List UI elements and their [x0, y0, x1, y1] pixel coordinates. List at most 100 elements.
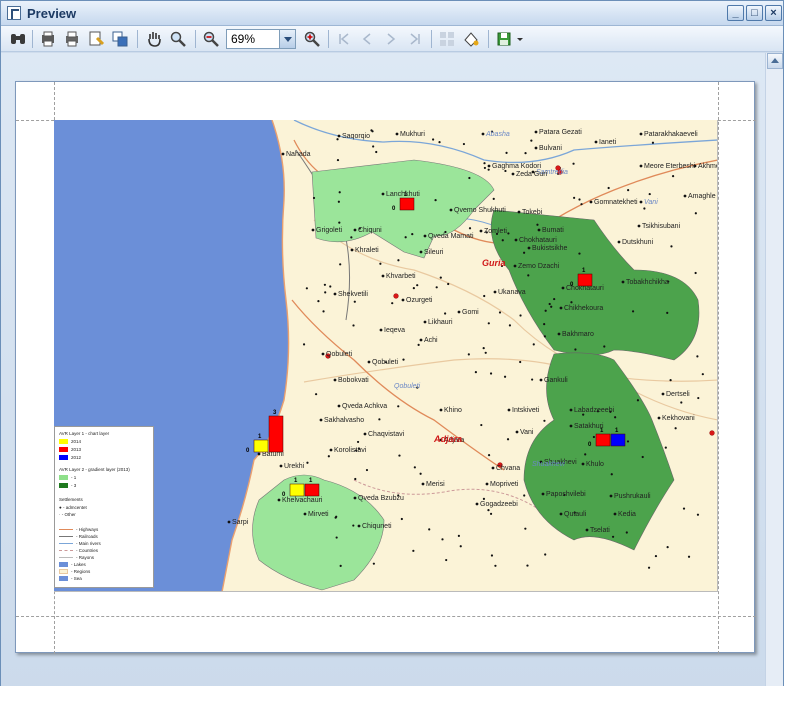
- settlement-dot: [419, 338, 423, 342]
- settlement-label: Gomnatekheti: [594, 199, 638, 206]
- export-icon[interactable]: [494, 29, 514, 49]
- settlement-dot: [468, 176, 471, 180]
- chart-zero-label: 0: [282, 492, 286, 498]
- settlement-dot: [578, 252, 581, 255]
- color-fill-icon[interactable]: [461, 29, 481, 49]
- settlement-dot: [447, 282, 450, 286]
- settlement-dot: [680, 401, 683, 404]
- settlement-dot: [475, 502, 479, 506]
- settlement-label: Sakhalvasho: [324, 417, 364, 424]
- settlement-dot: [631, 310, 635, 313]
- page-layout-icon[interactable]: [110, 29, 130, 49]
- settlement-dot: [503, 375, 507, 378]
- settlement-label: Tobakhchikha: [626, 279, 669, 286]
- settlement-dot: [413, 466, 416, 469]
- magnifier-icon[interactable]: [168, 29, 188, 49]
- settlement-label: Mukhuri: [400, 131, 425, 138]
- settlement-dot: [651, 141, 655, 144]
- hand-pan-icon[interactable]: [144, 29, 164, 49]
- settlement-dot: [480, 423, 483, 427]
- settlement-dot: [434, 198, 437, 202]
- print-icon[interactable]: [62, 29, 82, 49]
- settlement-dot: [338, 221, 341, 224]
- settlement-label: Khvarbeti: [386, 273, 416, 280]
- settlement-dot: [352, 324, 355, 327]
- chevron-down-icon[interactable]: [279, 30, 295, 48]
- settlement-label: Zomleti: [484, 228, 507, 235]
- settlement-dot: [354, 477, 357, 481]
- chart-value-label: 1: [615, 428, 619, 434]
- margin-guide-right: [718, 82, 719, 654]
- settlement-label: Korolistavi: [334, 447, 367, 454]
- chart-bar: [399, 197, 415, 211]
- settlement-dot: [625, 531, 628, 534]
- legend-gradient-title: AVR Layer 2 - gradient layer (2013): [59, 467, 130, 472]
- minimize-button[interactable]: _: [727, 5, 744, 21]
- settlement-label: Vani: [520, 429, 534, 436]
- scroll-up-button[interactable]: [767, 53, 783, 69]
- settlement-dot: [570, 301, 573, 304]
- settlement-dot: [337, 404, 341, 408]
- zoom-in-icon[interactable]: [302, 29, 322, 49]
- settlement-dot: [404, 236, 407, 239]
- close-button[interactable]: ×: [765, 5, 782, 21]
- settlement-label: Bukistsikhe: [532, 245, 568, 252]
- chart-bar: [577, 273, 593, 287]
- settlement-dot: [416, 386, 419, 389]
- chart-value-label: 1: [294, 478, 298, 484]
- settlement-dot: [324, 291, 327, 294]
- settlement-dot: [281, 152, 285, 156]
- settlement-dot: [636, 399, 640, 402]
- legend-line-countries: - Countries: [59, 548, 98, 555]
- settlement-dot: [411, 233, 414, 236]
- settlement-dot: [614, 416, 617, 419]
- zoom-out-icon[interactable]: [201, 29, 221, 49]
- settlement-dot: [336, 158, 340, 162]
- settlement-dot: [336, 138, 339, 141]
- zoom-combobox[interactable]: 69%: [226, 29, 296, 49]
- settlement-dot: [507, 232, 510, 235]
- export-dropdown-icon[interactable]: [514, 29, 524, 49]
- settlement-dot: [572, 162, 575, 165]
- settlement-dot: [493, 290, 497, 294]
- settlement-dot: [544, 309, 547, 312]
- chart-value-label: 3: [273, 410, 277, 416]
- legend-gradient-3: - 3: [59, 483, 76, 490]
- settlement-dot: [327, 455, 330, 458]
- settlement-dot: [563, 493, 566, 497]
- vertical-scrollbar[interactable]: [765, 53, 783, 701]
- settlement-dot: [402, 358, 405, 361]
- multipage-icon[interactable]: [437, 29, 457, 49]
- region-label: Adjara: [433, 434, 462, 444]
- first-page-icon[interactable]: [334, 29, 354, 49]
- options-icon[interactable]: [86, 29, 106, 49]
- page-setup-icon[interactable]: [38, 29, 58, 49]
- settlement-dot: [401, 298, 405, 302]
- settlement-dot: [637, 224, 641, 228]
- settlement-dot: [694, 271, 697, 275]
- settlement-dot: [314, 393, 318, 396]
- settlement-label: Ozurgeti: [406, 297, 433, 304]
- binoculars-icon[interactable]: [8, 29, 28, 49]
- settlement-dot: [432, 138, 435, 141]
- maximize-button[interactable]: □: [746, 5, 763, 21]
- print-page: Saqorqio Mukhuri Patara Gezati Ianeti Nahada…: [15, 81, 756, 654]
- settlement-dot: [524, 527, 527, 530]
- region-label: Guria: [482, 258, 506, 268]
- settlement-label: Khraleti: [355, 247, 379, 254]
- settlement-dot: [423, 234, 427, 238]
- settlement-label: Zeda Guri: [516, 171, 548, 178]
- settlement-dot: [306, 461, 309, 464]
- settlement-dot: [514, 238, 518, 242]
- settlement-dot: [321, 352, 325, 356]
- previous-page-icon[interactable]: [357, 29, 377, 49]
- settlement-dot: [494, 564, 497, 567]
- next-page-icon[interactable]: [381, 29, 401, 49]
- last-page-icon[interactable]: [405, 29, 425, 49]
- settlement-dot: [643, 207, 646, 210]
- settlement-dot: [419, 250, 423, 254]
- settlement-label: Gogadzeebi: [480, 501, 518, 508]
- settlement-label: Mopriveti: [490, 481, 519, 488]
- settlement-dot: [697, 396, 700, 400]
- settlement-label: Bulvani: [539, 145, 562, 152]
